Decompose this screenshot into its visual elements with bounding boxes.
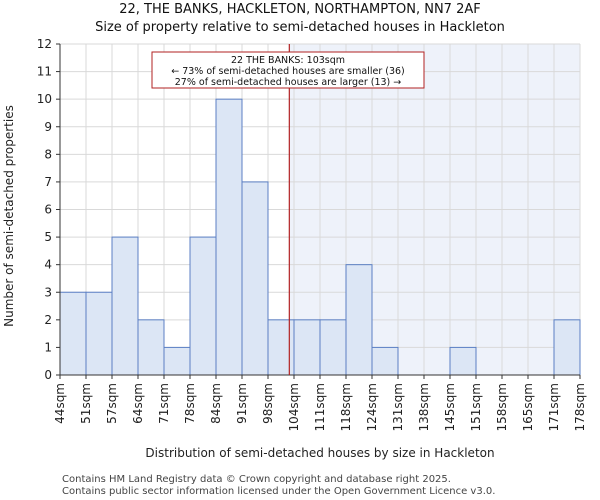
x-tick-label: 138sqm xyxy=(417,383,431,431)
y-tick-label: 1 xyxy=(44,340,52,354)
bar-171sqm xyxy=(553,319,581,376)
bar-57sqm xyxy=(111,236,139,376)
y-tick-label: 3 xyxy=(44,285,52,299)
y-tick-label: 10 xyxy=(37,92,52,106)
y-tick-label: 12 xyxy=(37,37,52,51)
bar-71sqm xyxy=(163,346,191,376)
bar-78sqm xyxy=(189,236,217,376)
bar-51sqm xyxy=(85,291,113,376)
x-tick-label: 118sqm xyxy=(339,383,353,431)
y-tick-label: 9 xyxy=(44,120,52,134)
x-tick-label: 124sqm xyxy=(365,383,379,431)
x-tick-label: 71sqm xyxy=(157,383,171,424)
bar-104sqm xyxy=(293,319,321,376)
y-axis-label: Number of semi-detached properties xyxy=(2,105,16,327)
y-tick-label: 6 xyxy=(44,203,52,217)
footer-copyright: Contains HM Land Registry data © Crown c… xyxy=(62,474,451,485)
bar-124sqm xyxy=(371,346,399,376)
x-tick-label: 158sqm xyxy=(495,383,509,431)
x-tick-label: 165sqm xyxy=(521,383,535,431)
gridlines xyxy=(59,43,581,376)
y-tick-label: 7 xyxy=(44,175,52,189)
footer-licence: Contains public sector information licen… xyxy=(62,486,496,497)
bar-145sqm xyxy=(449,346,477,376)
marker-annotation-box xyxy=(151,51,425,89)
y-tick-label: 5 xyxy=(44,230,52,244)
x-tick-label: 178sqm xyxy=(573,383,587,431)
x-tick-label: 98sqm xyxy=(261,383,275,424)
x-tick-label: 44sqm xyxy=(53,383,67,424)
marker: 22 THE BANKS: 103sqm← 73% of semi-detach… xyxy=(151,44,425,375)
bar-91sqm xyxy=(241,181,269,376)
y-tick-label: 2 xyxy=(44,313,52,327)
bar-44sqm xyxy=(59,291,87,376)
marker-annotation-line: 22 THE BANKS: 103sqm xyxy=(231,55,345,66)
x-tick-label: 104sqm xyxy=(287,383,301,431)
marker-annotation-line: ← 73% of semi-detached houses are smalle… xyxy=(171,66,405,77)
x-tick-label: 78sqm xyxy=(183,383,197,424)
x-tick-label: 145sqm xyxy=(443,383,457,431)
x-tick-label: 111sqm xyxy=(313,383,327,431)
x-tick-label: 64sqm xyxy=(131,383,145,424)
bars xyxy=(59,98,581,376)
bar-84sqm xyxy=(215,98,243,376)
x-tick-label: 131sqm xyxy=(391,383,405,431)
chart-title: Size of property relative to semi-detach… xyxy=(95,20,505,35)
bar-111sqm xyxy=(319,319,347,376)
y-tick-label: 4 xyxy=(44,258,52,272)
marker-annotation-line: 27% of semi-detached houses are larger (… xyxy=(175,77,402,88)
chart-title-address: 22, THE BANKS, HACKLETON, NORTHAMPTON, N… xyxy=(119,2,481,17)
x-tick-label: 91sqm xyxy=(235,383,249,424)
x-tick-label: 84sqm xyxy=(209,383,223,424)
x-tick-label: 151sqm xyxy=(469,383,483,431)
bar-118sqm xyxy=(345,264,373,376)
x-tick-label: 171sqm xyxy=(547,383,561,431)
y-tick-label: 0 xyxy=(44,368,52,382)
bar-98sqm xyxy=(267,319,295,376)
x-axis-label: Distribution of semi-detached houses by … xyxy=(145,446,494,460)
x-tick-label: 57sqm xyxy=(105,383,119,424)
y-tick-label: 11 xyxy=(37,65,52,79)
y-tick-label: 8 xyxy=(44,147,52,161)
x-tick-label: 51sqm xyxy=(79,383,93,424)
bar-64sqm xyxy=(137,319,165,376)
